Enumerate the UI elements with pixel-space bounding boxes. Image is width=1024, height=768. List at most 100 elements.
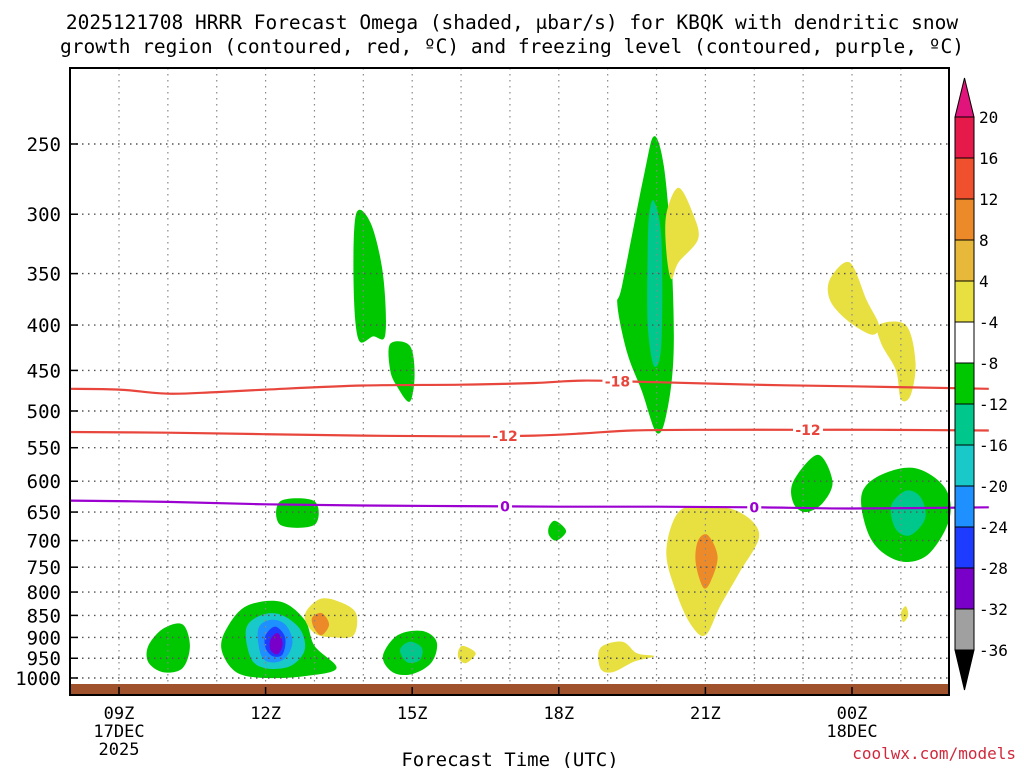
contour-label-dgz-12-1: -12: [795, 423, 820, 439]
contour-label-dgz-12-0: -12: [492, 429, 517, 445]
omega-region-24: [457, 645, 476, 664]
contour-dgz-12: [70, 428, 989, 438]
ytick-label-600: 600: [27, 471, 61, 493]
ytick-label-800: 800: [27, 582, 61, 604]
xtick-label-09Z: 09Z: [104, 704, 135, 724]
colorbar-label-3: 8: [979, 231, 989, 250]
contour-label-dgz-18-0: -18: [605, 374, 630, 390]
colorbar-label-10: -24: [979, 518, 1008, 537]
omega-region-6: [791, 454, 833, 513]
chart-title: 2025121708 HRRR Forecast Omega (shaded, …: [60, 11, 964, 58]
ytick-label-850: 850: [27, 605, 61, 627]
colorbar-bottom-arrow: [954, 649, 975, 691]
omega-region-4: [276, 498, 319, 528]
contour-label-bg-freezing-level-0: [498, 498, 513, 515]
omega-region-0: [353, 209, 386, 343]
xtick-label-21Z: 21Z: [690, 704, 721, 724]
omega-fills: [146, 136, 951, 679]
grid-lines: [69, 68, 949, 695]
colorbar-swatch-8: [954, 444, 975, 487]
colorbar-label-5: -4: [979, 313, 998, 332]
colorbar-top-arrow: [954, 77, 975, 118]
colorbar-swatch-1: [954, 157, 975, 200]
xtick-label-15Z: 15Z: [397, 704, 428, 724]
colorbar-label-7: -12: [979, 395, 1008, 414]
terrain-bar: [70, 684, 949, 695]
colorbar-swatch-11: [954, 567, 975, 610]
y-axis-ticks: 2503003504004505005506006507007508008509…: [15, 134, 78, 690]
contour-label-bg-dgz-12-0: [490, 427, 521, 444]
colorbar-label-13: -36: [979, 641, 1008, 660]
contour-dgz-18: [70, 379, 989, 395]
omega-region-3: [647, 200, 663, 368]
omega-region-21: [695, 534, 718, 589]
xtick-label-00Z: 00Z: [837, 704, 868, 724]
ytick-label-550: 550: [27, 438, 61, 460]
omega-region-19: [877, 321, 916, 402]
colorbar-swatch-3: [954, 239, 975, 282]
colorbar: 20 16 12 8 4 -4 -8 -12 -16 -20 -24 -28 -32 -36: [954, 77, 1008, 691]
colorbar-label-6: -8: [979, 354, 998, 373]
contour-label-bg-dgz-18-0: [602, 373, 633, 390]
colorbar-swatch-4: [954, 280, 975, 323]
omega-region-26: [900, 606, 909, 623]
credit-text: coolwx.com/models: [852, 744, 1016, 763]
colorbar-label-12: -32: [979, 600, 1008, 619]
ytick-label-500: 500: [27, 401, 61, 423]
xtick-sub-09Z-1: 2025: [99, 740, 140, 760]
x-axis-label: Forecast Time (UTC): [401, 749, 618, 768]
omega-region-1: [388, 341, 415, 402]
colorbar-label-2: 12: [979, 190, 998, 209]
omega-region-5: [548, 520, 567, 541]
ytick-label-250: 250: [27, 134, 61, 156]
colorbar-swatch-5: [954, 321, 975, 364]
ytick-label-650: 650: [27, 502, 61, 524]
ytick-label-300: 300: [27, 204, 61, 226]
xtick-label-18Z: 18Z: [543, 704, 574, 724]
colorbar-swatch-2: [954, 198, 975, 241]
ytick-label-1000: 1000: [15, 668, 61, 690]
colorbar-swatch-6: [954, 362, 975, 405]
ytick-label-450: 450: [27, 360, 61, 382]
omega-region-14: [269, 633, 283, 655]
ytick-label-400: 400: [27, 315, 61, 337]
colorbar-label-4: 4: [979, 272, 989, 291]
omega-region-25: [598, 641, 655, 673]
title-line-1: 2025121708 HRRR Forecast Omega (shaded, …: [66, 11, 958, 34]
omega-region-16: [399, 641, 423, 664]
omega-region-23: [311, 612, 330, 636]
colorbar-label-0: 20: [979, 108, 998, 127]
colorbar-swatch-0: [954, 116, 975, 159]
contour-label-freezing-level-0: 0: [500, 499, 510, 515]
contour-label-freezing-level-1: 0: [749, 500, 759, 516]
omega-region-18: [827, 261, 880, 335]
title-line-2: growth region (contoured, red, ºC) and f…: [60, 35, 964, 58]
colorbar-swatch-13: [954, 608, 975, 651]
contour-freezing-level: [70, 499, 989, 510]
omega-region-17: [665, 187, 699, 280]
colorbar-swatch-9: [954, 485, 975, 528]
ytick-label-350: 350: [27, 264, 61, 286]
colorbar-swatch-7: [954, 403, 975, 446]
xtick-label-12Z: 12Z: [250, 704, 281, 724]
xtick-sub-09Z-0: 17DEC: [93, 722, 144, 742]
omega-region-9: [146, 623, 190, 673]
contour-label-bg-dgz-12-1: [793, 421, 824, 438]
colorbar-label-1: 16: [979, 149, 998, 168]
ytick-label-950: 950: [27, 648, 61, 670]
omega-region-8: [890, 490, 926, 536]
terrain-fill: [70, 684, 949, 695]
ytick-label-700: 700: [27, 531, 61, 553]
omega-region-2: [617, 136, 674, 434]
colorbar-label-11: -28: [979, 559, 1008, 578]
colorbar-swatch-10: [954, 526, 975, 569]
colorbar-label-9: -20: [979, 477, 1008, 496]
contour-label-bg-freezing-level-1: [747, 499, 762, 516]
plot-frame: [69, 67, 950, 696]
contour-lines: -18 -12 -12 0 0: [70, 373, 989, 516]
ytick-label-750: 750: [27, 557, 61, 579]
xtick-sub-00Z-0: 18DEC: [826, 722, 877, 742]
ytick-label-900: 900: [27, 627, 61, 649]
